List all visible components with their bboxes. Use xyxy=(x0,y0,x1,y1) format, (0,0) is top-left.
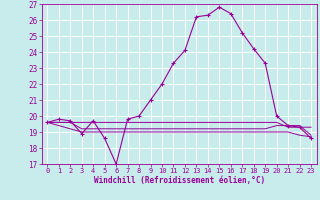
X-axis label: Windchill (Refroidissement éolien,°C): Windchill (Refroidissement éolien,°C) xyxy=(94,176,265,185)
